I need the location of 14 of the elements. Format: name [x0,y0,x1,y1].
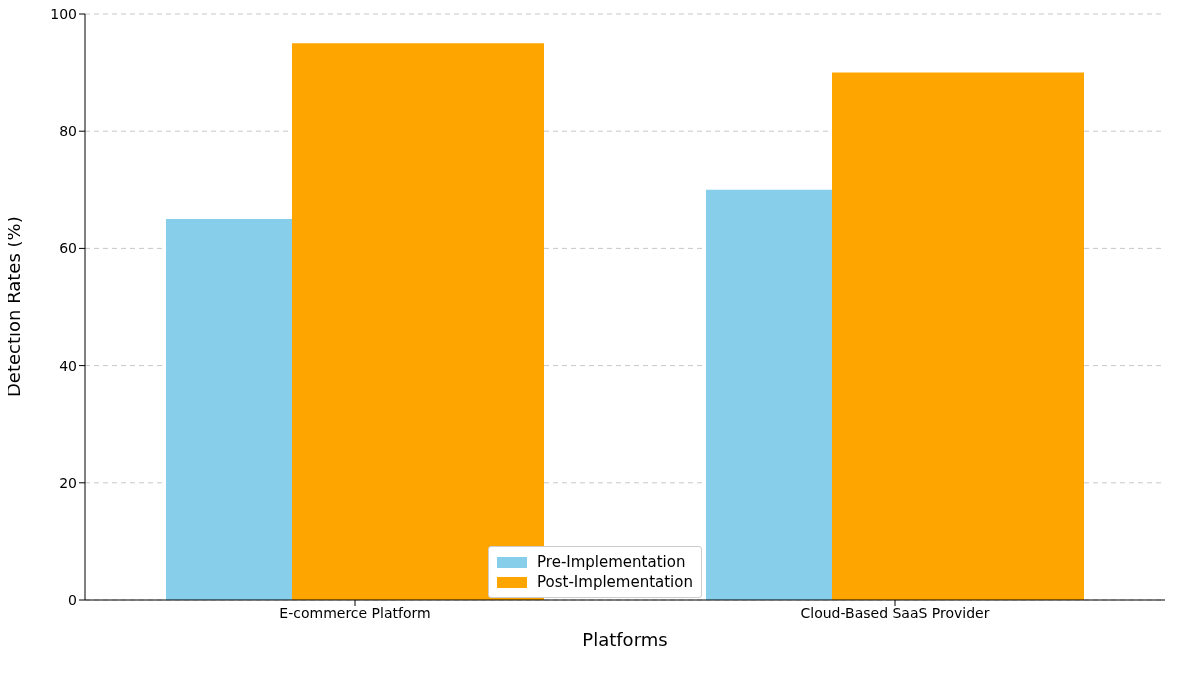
bar [166,219,292,600]
bar [832,72,1084,600]
y-tick-label: 20 [59,474,77,491]
y-tick-label: 40 [59,357,77,374]
y-tick-label: 0 [68,591,77,608]
bar [706,189,832,600]
y-tick-label: 60 [59,240,77,257]
legend-label: Pre-Implementation [537,553,686,571]
x-tick-label: E-commerce Platform [279,604,431,621]
legend-label: Post-Implementation [537,573,693,591]
y-tick-label: 100 [50,5,77,22]
x-tick-label: Cloud-Based SaaS Provider [800,604,990,621]
x-axis-title: Platforms [582,629,668,650]
y-tick-label: 80 [59,123,77,140]
